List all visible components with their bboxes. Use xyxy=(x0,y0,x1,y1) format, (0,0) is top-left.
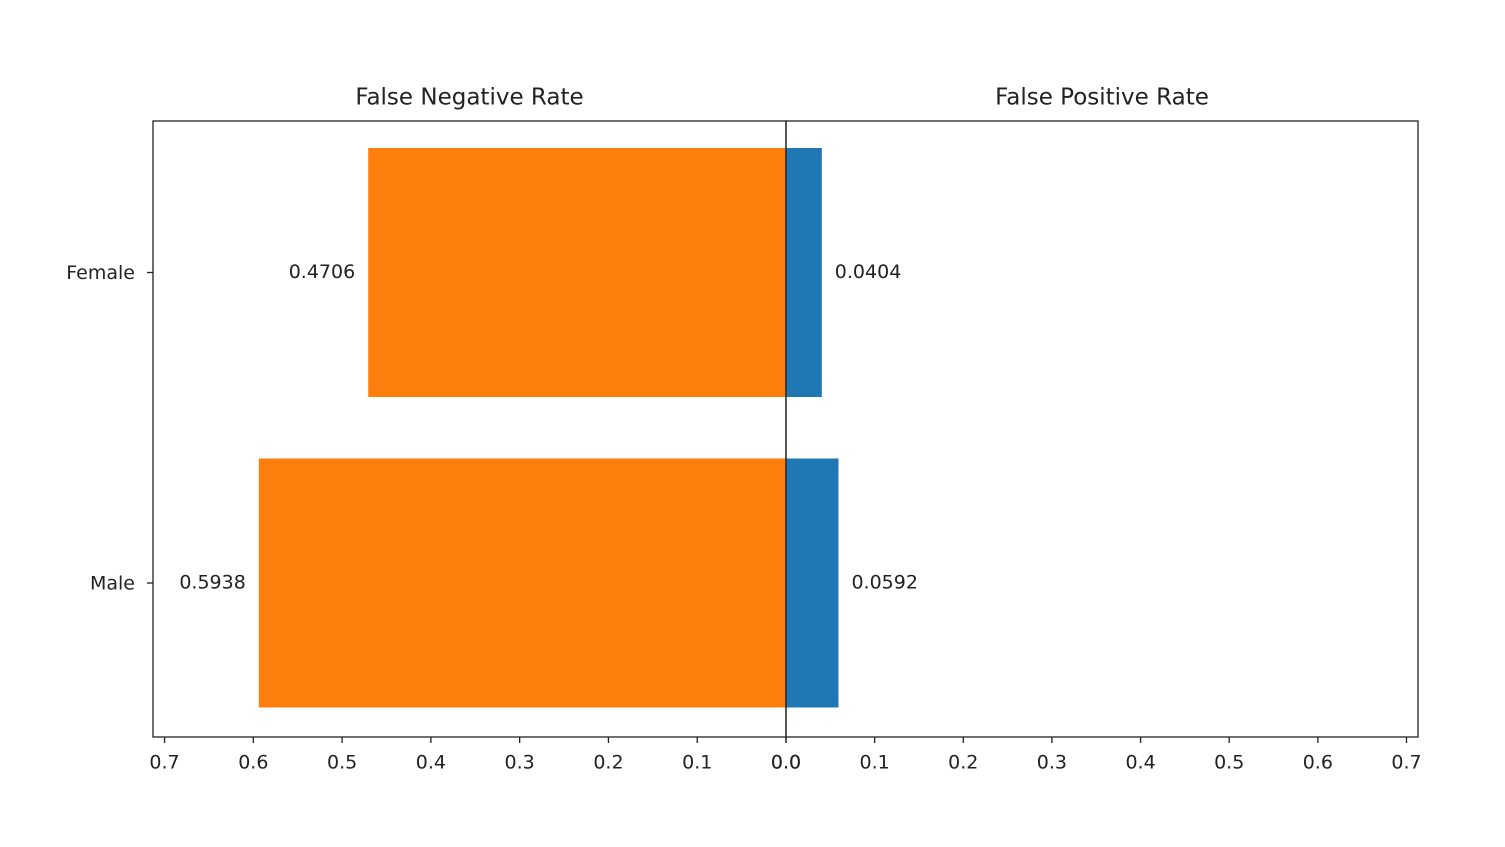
x-tick-label: 0.0 xyxy=(771,752,801,774)
x-tick-label: 0.3 xyxy=(505,752,535,774)
x-tick-label: 0.4 xyxy=(1125,752,1155,774)
value-label: 0.5938 xyxy=(179,572,245,594)
x-tick-label: 0.6 xyxy=(1303,752,1333,774)
panel-title: False Negative Rate xyxy=(355,85,583,111)
x-tick-label: 0.2 xyxy=(948,752,978,774)
panel-title: False Positive Rate xyxy=(995,85,1209,111)
axes-frame xyxy=(785,120,1419,738)
x-tick-label: 0.3 xyxy=(1037,752,1067,774)
value-label: 0.0592 xyxy=(851,572,917,594)
bar xyxy=(368,148,786,397)
x-tick-label: 0.2 xyxy=(593,752,623,774)
x-tick-label: 0.7 xyxy=(1391,752,1421,774)
bar xyxy=(258,458,786,708)
x-tick-label: 0.4 xyxy=(416,752,446,774)
y-tick-label: Female xyxy=(66,262,135,284)
x-tick-label: 0.5 xyxy=(327,752,357,774)
x-tick-label: 0.1 xyxy=(682,752,712,774)
x-tick-label: 0.6 xyxy=(238,752,268,774)
x-tick-label: 0.7 xyxy=(149,752,179,774)
y-tick-label: Male xyxy=(90,573,135,595)
x-tick-label: 0.1 xyxy=(860,752,890,774)
bar xyxy=(786,458,839,708)
x-tick-label: 0.5 xyxy=(1214,752,1244,774)
value-label: 0.4706 xyxy=(289,261,355,283)
x-tick-label: 0.0 xyxy=(771,752,801,774)
value-label: 0.0404 xyxy=(835,261,901,283)
bar xyxy=(786,148,822,397)
